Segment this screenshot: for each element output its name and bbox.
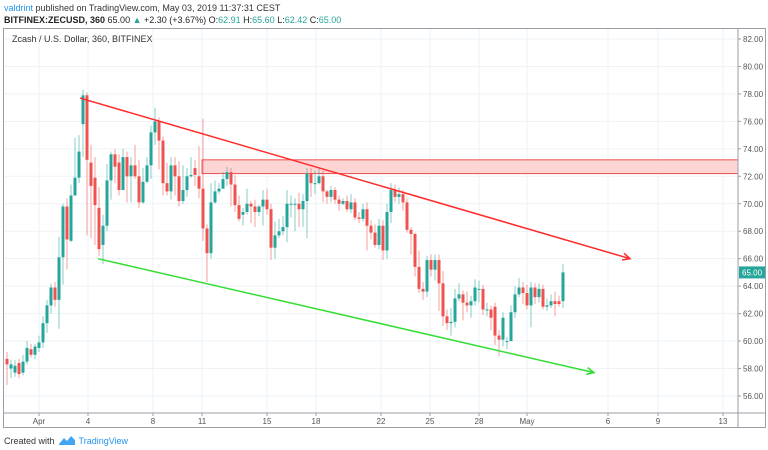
current-price-tag [739, 266, 766, 279]
y-tick-label: 78.00 [743, 90, 764, 99]
close-value: 65.00 [318, 15, 342, 25]
y-tick-label: 72.00 [743, 172, 764, 181]
y-tick-label: 58.00 [743, 365, 764, 374]
support-trendline[interactable] [97, 257, 595, 374]
last-price: 65.00 [107, 15, 131, 25]
publish-info: valdrint published on TradingView.com, M… [4, 3, 280, 13]
up-arrow-icon: ▲ [132, 15, 142, 25]
tradingview-brand-link[interactable]: TradingView [78, 435, 129, 446]
open-label: O: [208, 15, 219, 25]
y-tick-label: 80.00 [743, 62, 764, 71]
high-label: H: [243, 15, 253, 25]
x-tick-label: 28 [475, 417, 484, 426]
publish-text: published on TradingView.com, May 03, 20… [33, 3, 281, 13]
created-with-text: Created with [4, 435, 55, 446]
y-tick-label: 68.00 [743, 227, 764, 236]
y-tick-label: 82.00 [743, 35, 764, 44]
resistance-trendline[interactable] [79, 97, 631, 260]
svg-text:65.00: 65.00 [742, 268, 763, 277]
x-tick-label: Apr [33, 417, 46, 426]
chart-title: Zcash / U.S. Dollar, 360, BITFINEX [12, 34, 153, 44]
low-value: 62.42 [284, 15, 308, 25]
x-tick-label: 6 [606, 417, 611, 426]
x-tick-label: 15 [263, 417, 272, 426]
y-tick-label: 62.00 [743, 310, 764, 319]
price-change: +2.30 (+3.67%) [144, 15, 207, 25]
y-tick-label: 56.00 [743, 392, 764, 401]
x-tick-label: 25 [426, 417, 435, 426]
y-tick-label: 76.00 [743, 117, 764, 126]
close-label: C: [309, 15, 319, 25]
y-tick-label: 70.00 [743, 200, 764, 209]
x-tick-label: 11 [198, 417, 207, 426]
tradingview-logo-icon [58, 436, 75, 445]
footer: Created with TradingView [4, 435, 128, 446]
support-trendline-arrow-icon [586, 367, 596, 376]
chart-frame [3, 28, 766, 428]
y-tick-label: 60.00 [743, 337, 764, 346]
low-label: L: [277, 15, 285, 25]
open-value: 62.91 [218, 15, 241, 25]
x-tick-label: 18 [312, 417, 321, 426]
y-tick-label: 64.00 [743, 282, 764, 291]
symbol-name: BITFINEX:ZECUSD, 360 [4, 15, 106, 25]
x-tick-label: 13 [719, 417, 728, 426]
y-tick-label: 66.00 [743, 255, 764, 264]
high-value: 65.60 [252, 15, 275, 25]
candles [5, 89, 565, 385]
x-tick-label: 9 [656, 417, 661, 426]
symbol-info: BITFINEX:ZECUSD, 360 65.00 ▲ +2.30 (+3.6… [4, 15, 341, 25]
author-link[interactable]: valdrint [4, 3, 34, 13]
x-tick-label: 22 [377, 417, 386, 426]
y-tick-label: 74.00 [743, 145, 764, 154]
x-tick-label: 8 [151, 417, 156, 426]
x-tick-label: 4 [86, 417, 91, 426]
x-tick-label: May [519, 417, 534, 426]
resistance-trendline-arrow-icon [621, 252, 632, 261]
